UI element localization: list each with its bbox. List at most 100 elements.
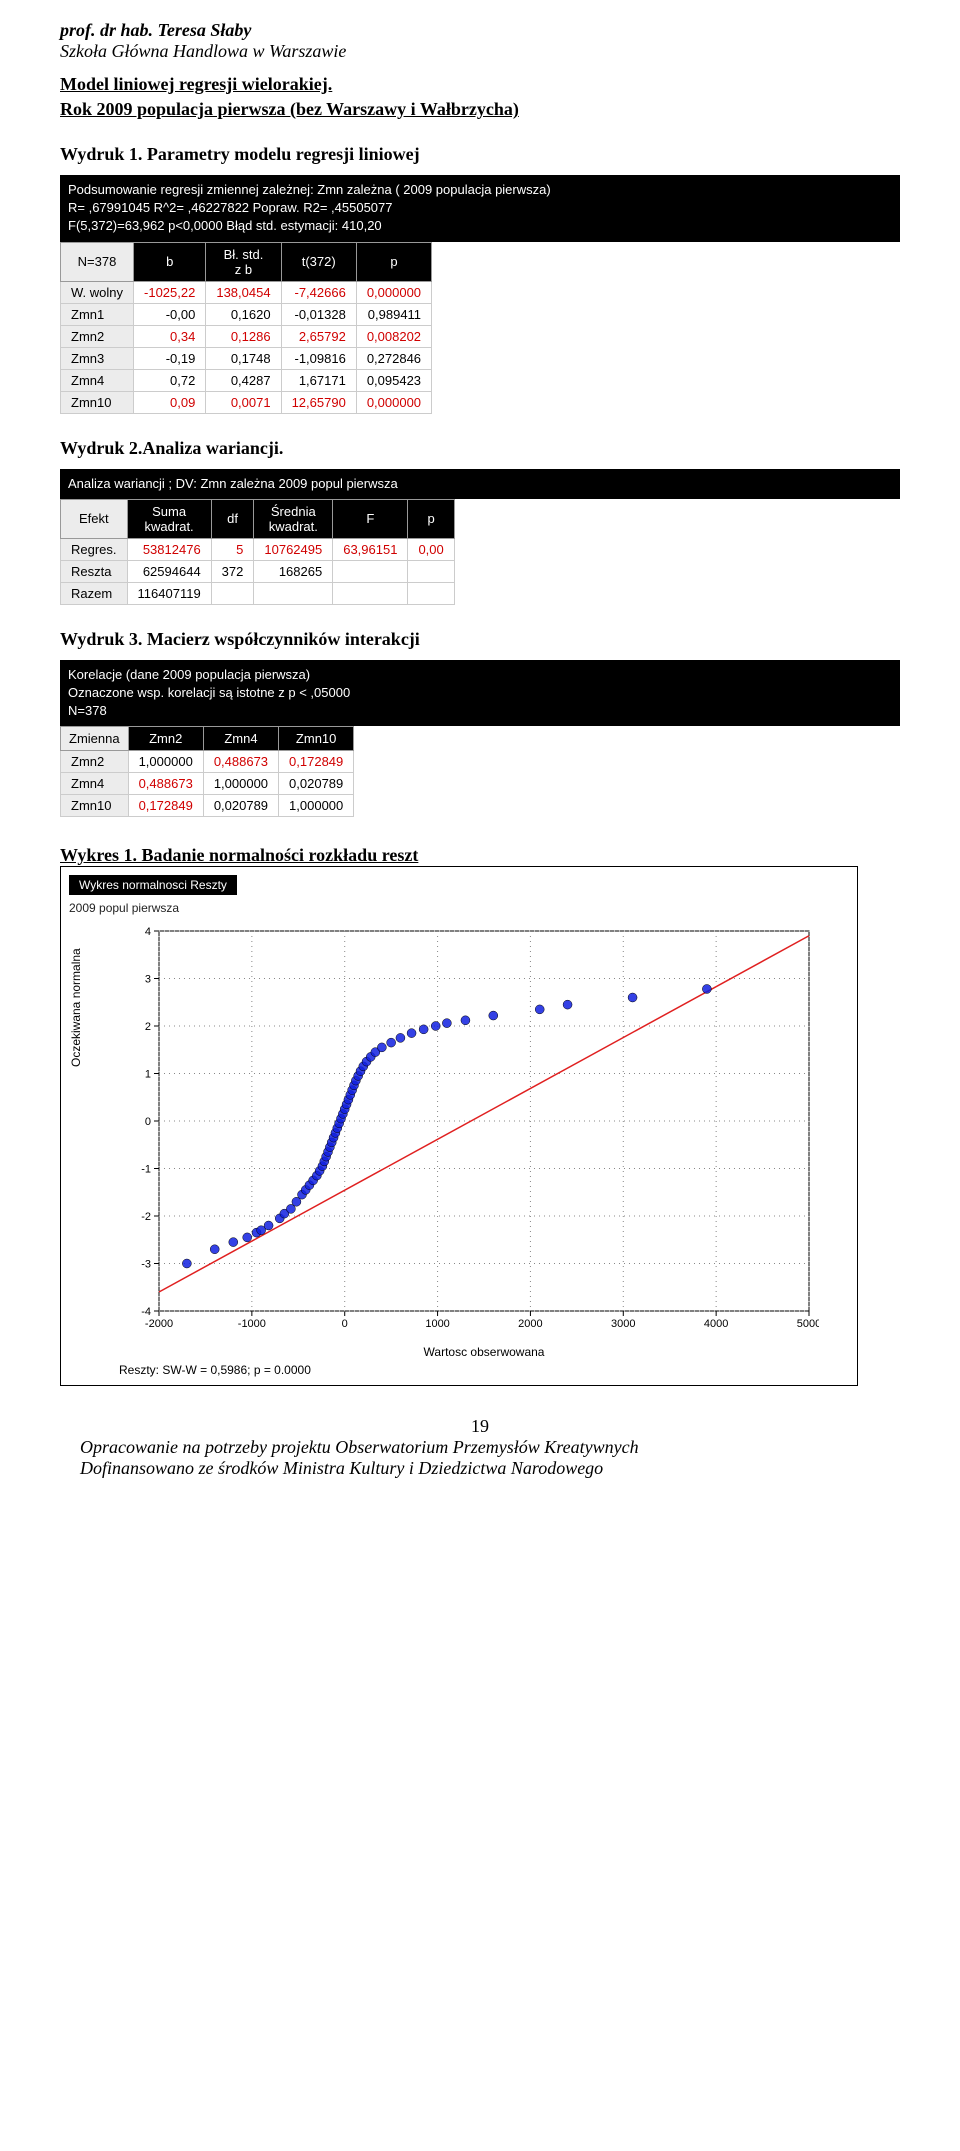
- table-cell: 2,65792: [281, 325, 356, 347]
- table-cell: [408, 582, 454, 604]
- svg-text:4000: 4000: [704, 1318, 728, 1330]
- reg-summary-l2: R= ,67991045 R^2= ,46227822 Popraw. R2= …: [68, 199, 892, 217]
- anova-table: EfektSumakwadrat.dfŚredniakwadrat.FpRegr…: [60, 499, 455, 605]
- sec3-heading: Wydruk 3. Macierz współczynników interak…: [60, 629, 900, 650]
- table-cell: 0,1286: [206, 325, 281, 347]
- svg-text:3000: 3000: [611, 1318, 635, 1330]
- table-cell: -0,00: [134, 303, 206, 325]
- table-cell: 0,488673: [203, 751, 278, 773]
- table-cell: 0,000000: [356, 391, 431, 413]
- col-header: Zmn4: [203, 727, 278, 751]
- table-cell: [211, 582, 254, 604]
- chart-subtitle: 2009 popul pierwsza: [69, 901, 849, 915]
- table-cell: [254, 582, 333, 604]
- sec2-heading: Wydruk 2.Analiza wariancji.: [60, 438, 900, 459]
- table-cell: 1,67171: [281, 369, 356, 391]
- table-cell: 116407119: [127, 582, 211, 604]
- svg-text:-1: -1: [141, 1164, 151, 1176]
- col-header: Zmn2: [128, 727, 203, 751]
- chart-footer: Reszty: SW-W = 0,5986; p = 0.0000: [119, 1363, 849, 1377]
- footer-2: Dofinansowano ze środków Ministra Kultur…: [80, 1458, 880, 1479]
- table-corner: Zmienna: [61, 727, 129, 751]
- svg-text:0: 0: [342, 1318, 348, 1330]
- table-cell: 0,09: [134, 391, 206, 413]
- table-cell: 5: [211, 538, 254, 560]
- svg-text:-4: -4: [141, 1306, 151, 1318]
- table-cell: 0,020789: [203, 795, 278, 817]
- title-2: Rok 2009 populacja pierwsza (bez Warszaw…: [60, 99, 900, 120]
- svg-text:-2: -2: [141, 1211, 151, 1223]
- svg-text:2000: 2000: [518, 1318, 542, 1330]
- table-cell: 1,000000: [128, 751, 203, 773]
- row-header: Zmn4: [61, 369, 134, 391]
- table-cell: 0,989411: [356, 303, 431, 325]
- anova-header: Analiza wariancji ; DV: Zmn zależna 2009…: [60, 469, 900, 499]
- table-cell: -0,19: [134, 347, 206, 369]
- table-cell: [408, 560, 454, 582]
- table-corner: N=378: [61, 242, 134, 281]
- corr-header-l1: Korelacje (dane 2009 populacja pierwsza): [68, 666, 892, 684]
- title-1: Model liniowej regresji wielorakiej.: [60, 74, 900, 95]
- chart-xlabel: Wartosc obserwowana: [119, 1345, 849, 1359]
- row-header: W. wolny: [61, 281, 134, 303]
- table-cell: 0,00: [408, 538, 454, 560]
- chart-title: Wykres normalnosci Reszty: [69, 875, 237, 895]
- col-header: Bł. std.z b: [206, 242, 281, 281]
- table-cell: [333, 560, 408, 582]
- table-cell: 0,008202: [356, 325, 431, 347]
- corr-header: Korelacje (dane 2009 populacja pierwsza)…: [60, 660, 900, 727]
- reg-summary-l1: Podsumowanie regresji zmiennej zależnej:…: [68, 181, 892, 199]
- table-cell: 0,488673: [128, 773, 203, 795]
- table-cell: -7,42666: [281, 281, 356, 303]
- row-header: Razem: [61, 582, 128, 604]
- page-number: 19: [60, 1416, 900, 1437]
- table-cell: 12,65790: [281, 391, 356, 413]
- reg-table: N=378bBł. std.z bt(372)pW. wolny-1025,22…: [60, 242, 432, 414]
- svg-text:0: 0: [145, 1116, 151, 1128]
- table-cell: 0,272846: [356, 347, 431, 369]
- svg-text:5000: 5000: [797, 1318, 819, 1330]
- svg-text:-2000: -2000: [145, 1318, 173, 1330]
- row-header: Reszta: [61, 560, 128, 582]
- table-cell: 0,020789: [279, 773, 354, 795]
- table-cell: 0,172849: [128, 795, 203, 817]
- col-header: t(372): [281, 242, 356, 281]
- row-header: Zmn10: [61, 391, 134, 413]
- col-header: df: [211, 499, 254, 538]
- row-header: Zmn1: [61, 303, 134, 325]
- col-header: p: [356, 242, 431, 281]
- table-cell: 0,095423: [356, 369, 431, 391]
- sec4-heading: Wykres 1. Badanie normalności rozkładu r…: [60, 845, 900, 866]
- table-cell: 0,72: [134, 369, 206, 391]
- school: Szkoła Główna Handlowa w Warszawie: [60, 41, 900, 62]
- table-cell: 62594644: [127, 560, 211, 582]
- table-cell: 0,34: [134, 325, 206, 347]
- author: prof. dr hab. Teresa Słaby: [60, 20, 900, 41]
- reg-summary: Podsumowanie regresji zmiennej zależnej:…: [60, 175, 900, 242]
- table-cell: 372: [211, 560, 254, 582]
- col-header: p: [408, 499, 454, 538]
- table-cell: 0,172849: [279, 751, 354, 773]
- svg-text:2: 2: [145, 1021, 151, 1033]
- table-cell: 53812476: [127, 538, 211, 560]
- chart-svg: -2000-1000010002000300040005000-4-3-2-10…: [119, 921, 819, 1341]
- table-cell: 63,96151: [333, 538, 408, 560]
- col-header: F: [333, 499, 408, 538]
- table-cell: 1,000000: [203, 773, 278, 795]
- table-corner: Efekt: [61, 499, 128, 538]
- col-header: Sumakwadrat.: [127, 499, 211, 538]
- svg-text:4: 4: [145, 926, 151, 938]
- table-cell: 168265: [254, 560, 333, 582]
- row-header: Zmn3: [61, 347, 134, 369]
- table-cell: 0,1620: [206, 303, 281, 325]
- svg-text:1000: 1000: [425, 1318, 449, 1330]
- footer-1: Opracowanie na potrzeby projektu Obserwa…: [80, 1437, 880, 1458]
- row-header: Regres.: [61, 538, 128, 560]
- table-cell: -1,09816: [281, 347, 356, 369]
- table-cell: 0,000000: [356, 281, 431, 303]
- table-cell: 0,0071: [206, 391, 281, 413]
- table-cell: 0,1748: [206, 347, 281, 369]
- col-header: b: [134, 242, 206, 281]
- row-header: Zmn2: [61, 751, 129, 773]
- table-cell: 138,0454: [206, 281, 281, 303]
